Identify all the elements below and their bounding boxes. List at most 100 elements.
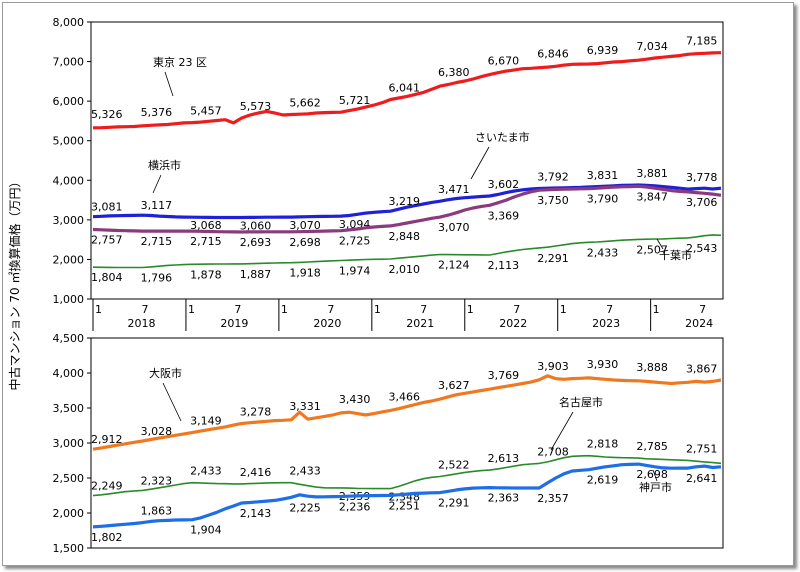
y-tick-label: 7,000 (53, 56, 85, 69)
data-label: 3,070 (289, 219, 321, 232)
data-label: 3,331 (289, 400, 321, 413)
plot-area (90, 337, 724, 549)
data-label: 2,708 (537, 445, 569, 458)
data-label: 2,912 (91, 433, 123, 446)
data-label: 3,060 (240, 219, 272, 232)
y-tick-label: 4,500 (53, 332, 85, 345)
data-label: 2,143 (240, 507, 272, 520)
data-label: 3,867 (686, 362, 718, 375)
data-label: 3,831 (587, 169, 619, 182)
data-label: 3,888 (636, 361, 668, 374)
x-month-tick-label: 1 (374, 303, 381, 316)
data-label: 2,818 (587, 438, 619, 451)
y-tick-label: 4,000 (53, 174, 85, 187)
data-label: 2,641 (686, 472, 718, 485)
data-label: 1,974 (339, 264, 371, 277)
data-label: 2,291 (438, 497, 470, 510)
data-label: 3,471 (438, 183, 470, 196)
data-label: 2,251 (388, 499, 420, 512)
series-leader-line (152, 174, 162, 194)
data-label: 3,881 (636, 167, 668, 180)
data-label: 3,117 (141, 199, 173, 212)
data-label: 5,662 (289, 97, 321, 110)
x-month-tick-label: 7 (327, 303, 334, 316)
data-label: 3,792 (537, 171, 569, 184)
data-label: 2,010 (388, 263, 420, 276)
x-month-tick-label: 1 (560, 303, 567, 316)
y-tick-label: 1,500 (53, 542, 85, 555)
data-label: 5,376 (141, 106, 173, 119)
series-line (92, 184, 722, 234)
data-label: 3,068 (190, 219, 222, 232)
top-panel: 1,000 2,000 3,000 4,000 5,000 6,000 7,000 8,000… (53, 16, 724, 331)
data-label: 1,804 (91, 271, 123, 284)
data-label: 2,785 (636, 440, 668, 453)
series-line (92, 374, 722, 451)
data-label: 2,757 (91, 233, 123, 246)
y-tick-label: 2,000 (53, 253, 85, 266)
data-label: 3,778 (686, 171, 718, 184)
data-label: 2,249 (91, 480, 123, 493)
data-label: 5,721 (339, 94, 371, 107)
x-month-tick-label: 7 (606, 303, 613, 316)
series-name-label: 神戸市 (639, 480, 672, 494)
data-label: 2,725 (339, 235, 371, 248)
y-tick-label: 3,000 (53, 214, 85, 227)
x-month-tick-label: 1 (653, 303, 660, 316)
series-name-label: さいたま市 (475, 130, 530, 144)
series-line (92, 234, 722, 269)
data-label: 5,573 (240, 100, 272, 113)
data-label: 3,627 (438, 379, 470, 392)
series-name-label: 東京 23 区 (153, 55, 207, 69)
x-month-tick-label: 7 (234, 303, 241, 316)
data-label: 2,507 (636, 243, 668, 256)
data-label: 2,751 (686, 442, 718, 455)
series-leader-line (162, 382, 182, 422)
data-label: 2,698 (636, 468, 668, 481)
data-label: 7,034 (636, 40, 668, 53)
data-label: 3,847 (636, 190, 668, 203)
data-label: 3,466 (388, 390, 420, 403)
data-label: 3,028 (141, 425, 173, 438)
data-label: 2,225 (289, 501, 321, 514)
y-tick-label: 2,500 (53, 472, 85, 485)
x-year-label: 2018 (127, 317, 155, 330)
series-name-label: 横浜市 (148, 158, 181, 172)
data-label: 2,613 (488, 452, 520, 465)
data-label: 6,380 (438, 66, 470, 79)
data-label: 2,619 (587, 474, 619, 487)
data-label: 2,693 (240, 236, 272, 249)
x-month-tick-label: 1 (188, 303, 195, 316)
data-label: 3,070 (438, 221, 470, 234)
data-label: 5,326 (91, 108, 123, 121)
data-label: 2,522 (438, 458, 470, 471)
series-leader-line (470, 146, 490, 180)
data-label: 3,219 (388, 195, 420, 208)
data-label: 3,081 (91, 201, 123, 214)
data-label: 2,113 (488, 259, 520, 272)
data-label: 6,670 (488, 55, 520, 68)
data-label: 3,149 (190, 415, 222, 428)
series-name-label: 名古屋市 (559, 395, 603, 409)
data-label: 1,887 (240, 268, 272, 281)
y-tick-label: 3,000 (53, 437, 85, 450)
x-month-tick-label: 1 (95, 303, 102, 316)
y-axis-label: 中古マンション 70 ㎡換算価格（万円） (7, 176, 22, 391)
series-leader-line (652, 469, 658, 482)
data-label: 3,769 (488, 369, 520, 382)
y-tick-label: 5,000 (53, 135, 85, 148)
y-tick-label: 6,000 (53, 95, 85, 108)
data-label: 3,750 (537, 194, 569, 207)
y-tick-label: 8,000 (53, 16, 85, 29)
data-label: 2,848 (388, 230, 420, 243)
data-label: 1,878 (190, 268, 222, 281)
x-year-label: 2022 (499, 317, 527, 330)
data-label: 1,918 (289, 267, 321, 280)
data-label: 5,457 (190, 105, 222, 118)
x-month-tick-label: 7 (141, 303, 148, 316)
data-label: 2,357 (537, 492, 569, 505)
data-label: 2,433 (587, 246, 619, 259)
x-year-label: 2023 (592, 317, 620, 330)
data-label: 1,863 (141, 505, 173, 518)
data-label: 1,904 (190, 524, 222, 537)
